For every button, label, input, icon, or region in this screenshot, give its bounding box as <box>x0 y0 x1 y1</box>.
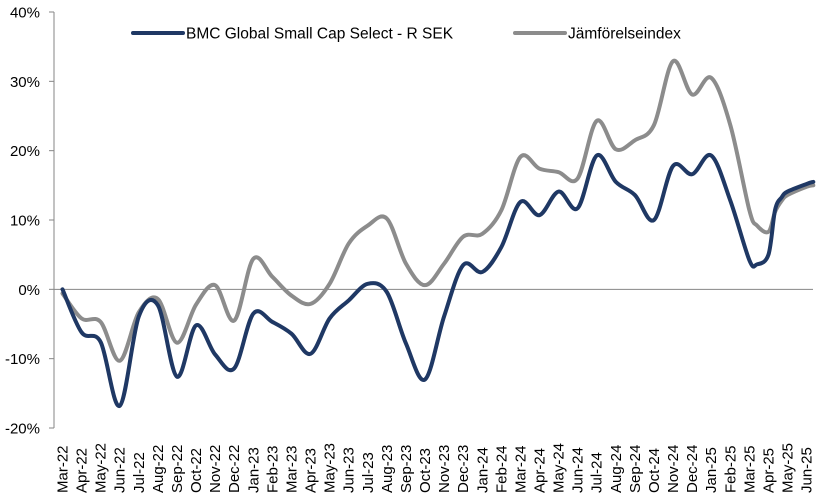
x-tick-label: Jul-23 <box>360 452 377 493</box>
legend-label-fund: BMC Global Small Cap Select - R SEK <box>186 26 454 43</box>
y-tick-label: -10% <box>5 351 40 368</box>
x-tick-label: Sep-23 <box>398 445 415 493</box>
x-tick-label: Aug-23 <box>379 445 396 493</box>
series-line-fund <box>60 152 816 408</box>
x-tick-label: Jan-23 <box>245 447 262 493</box>
x-tick-label: Aug-24 <box>608 445 625 493</box>
x-tick-label: Oct-23 <box>417 448 434 493</box>
x-tick-label: Sep-24 <box>627 445 644 493</box>
x-tick-label: Feb-24 <box>493 445 510 493</box>
x-tick-label: Jun-22 <box>112 447 129 493</box>
legend-item-benchmark[interactable]: Jämförelseindex <box>513 26 681 43</box>
x-tick-label: Jan-25 <box>703 447 720 493</box>
y-tick-label: -20% <box>5 421 40 438</box>
x-tick-label: Nov-22 <box>207 445 224 493</box>
x-tick-label: Dec-22 <box>226 445 243 493</box>
x-tick-label: May-22 <box>93 443 110 493</box>
x-tick-label: Nov-23 <box>436 445 453 493</box>
y-tick-label: 30% <box>10 74 40 91</box>
x-tick-label: Dec-23 <box>455 445 472 493</box>
legend: BMC Global Small Cap Select - R SEK Jämf… <box>131 26 681 43</box>
x-tick-label: Jul-22 <box>131 452 148 493</box>
series-line-benchmark-points <box>62 61 813 361</box>
x-tick-label: Mar-24 <box>512 445 529 493</box>
x-tick-label: Oct-22 <box>188 448 205 493</box>
x-tick-label: Nov-24 <box>665 445 682 493</box>
x-axis: Mar-22 Apr-22 May-22 Jun-22 Jul-22 Aug-22 Sep-… <box>55 443 816 493</box>
x-tick-label: Mar-25 <box>741 445 758 493</box>
x-tick-label: May-24 <box>551 443 568 493</box>
x-tick-label: Jan-24 <box>474 447 491 493</box>
x-tick-label: Feb-23 <box>264 445 281 493</box>
y-tick-label: 20% <box>10 143 40 160</box>
y-axis: 40% 30% 20% 10% 0% -10% -20% <box>5 5 55 438</box>
x-tick-label: Apr-22 <box>74 448 91 493</box>
x-tick-label: Mar-22 <box>55 445 72 493</box>
x-tick-label: Mar-23 <box>283 445 300 493</box>
x-tick-label: Dec-24 <box>684 445 701 493</box>
x-tick-label: Apr-25 <box>760 448 777 493</box>
x-tick-label: Oct-24 <box>646 448 663 493</box>
x-tick-label: Apr-24 <box>532 448 549 493</box>
x-tick-label: Jun-23 <box>341 447 358 493</box>
x-tick-label: May-25 <box>780 443 797 493</box>
y-tick-label: 10% <box>10 213 40 230</box>
y-tick-label: 0% <box>18 282 40 299</box>
series-line-benchmark <box>60 59 816 363</box>
x-tick-label: Apr-23 <box>303 448 320 493</box>
y-tick-label: 40% <box>10 5 40 22</box>
x-tick-label: Feb-25 <box>722 445 739 493</box>
x-tick-label: Jul-24 <box>589 452 606 493</box>
series-group <box>60 59 816 408</box>
legend-item-fund[interactable]: BMC Global Small Cap Select - R SEK <box>131 26 454 43</box>
x-tick-label: Jun-25 <box>799 447 816 493</box>
x-tick-label: Sep-22 <box>169 445 186 493</box>
legend-label-benchmark: Jämförelseindex <box>568 26 681 43</box>
x-tick-label: May-23 <box>322 443 339 493</box>
x-tick-label: Aug-22 <box>150 445 167 493</box>
x-tick-label: Jun-24 <box>570 447 587 493</box>
